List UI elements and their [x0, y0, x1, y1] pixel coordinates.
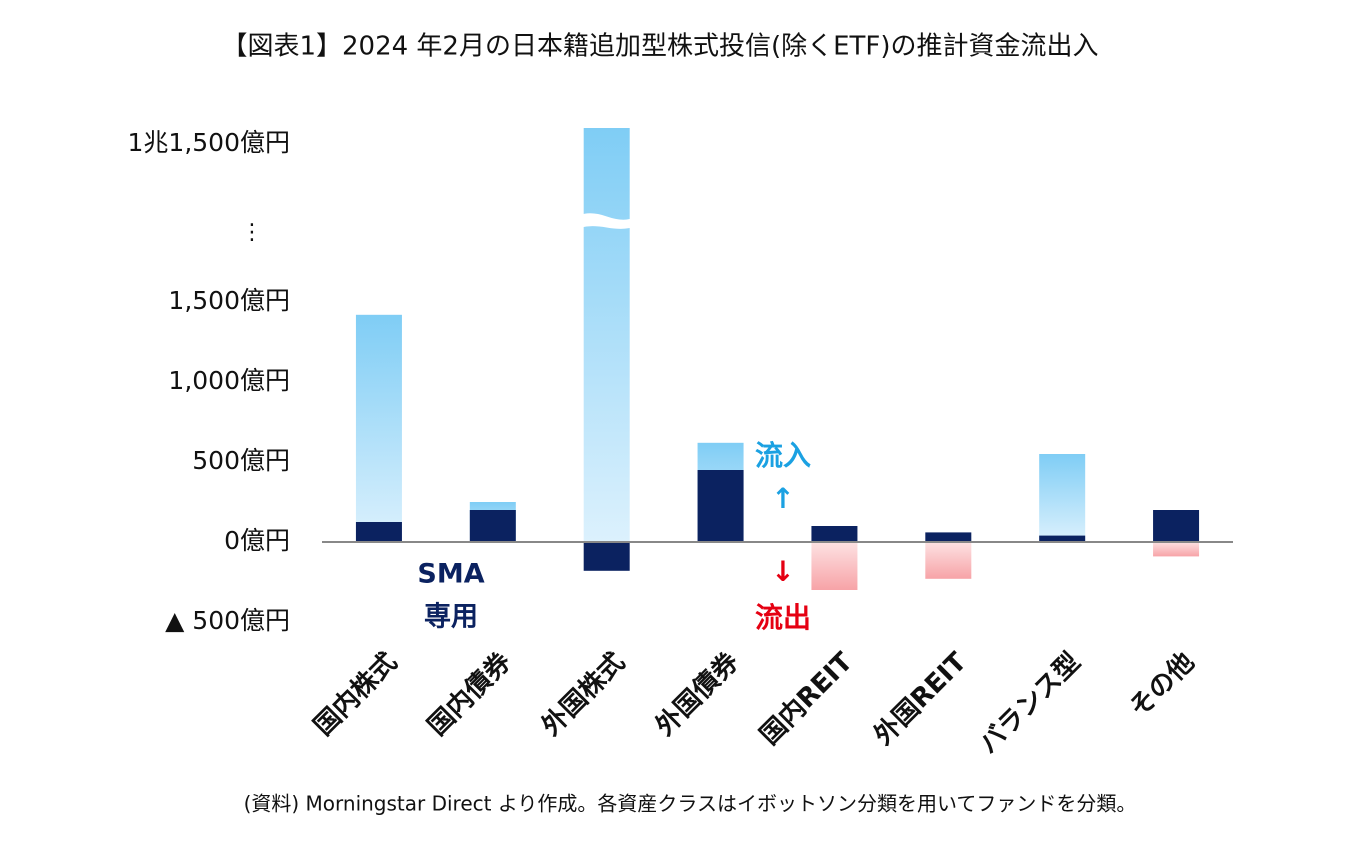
bar	[583, 128, 630, 542]
x-tick-label: 国内株式	[308, 647, 403, 742]
bar	[1039, 454, 1086, 542]
annotation: 流入	[755, 439, 811, 472]
x-tick-label: 外国債券	[650, 646, 745, 741]
source-note: (資料) Morningstar Direct より作成。各資産クラスはイボット…	[244, 792, 1137, 816]
axis-break	[571, 211, 643, 232]
bar	[697, 470, 744, 542]
x-tick-label: 外国株式	[536, 647, 631, 742]
y-tick-label: 500億円	[192, 446, 290, 475]
y-tick-label: 1兆1,500億円	[128, 128, 290, 157]
x-tick-label: 国内債券	[422, 646, 517, 741]
bar	[811, 526, 858, 542]
y-tick-label: 1,500億円	[168, 286, 290, 315]
y-tick-label: ▲ 500億円	[165, 606, 290, 635]
bar	[583, 542, 630, 571]
x-tick-label: 国内REIT	[755, 647, 859, 751]
x-tick-label: バランス型	[974, 647, 1087, 760]
bar	[925, 542, 972, 579]
bar	[355, 314, 402, 542]
break-label: ⋮	[241, 220, 263, 245]
bar	[1039, 535, 1086, 542]
annotation: SMA	[417, 559, 484, 590]
chart-title: 【図表1】2024 年2月の日本籍追加型株式投信(除くETF)の推計資金流出入	[221, 32, 1098, 62]
x-tick-label: 外国REIT	[868, 647, 972, 751]
bar	[469, 510, 516, 542]
bar	[355, 522, 402, 542]
annotation: 専用	[424, 602, 478, 633]
y-tick-label: 0億円	[224, 526, 290, 555]
bar	[811, 542, 858, 590]
annotation: ↓	[771, 555, 794, 588]
bar	[1153, 510, 1200, 542]
y-tick-label: 1,000億円	[168, 366, 290, 395]
bar	[1153, 542, 1200, 557]
annotation: ↑	[771, 482, 794, 515]
bar	[925, 532, 972, 542]
annotation: 流出	[755, 601, 811, 634]
x-tick-label: その他	[1124, 647, 1200, 723]
